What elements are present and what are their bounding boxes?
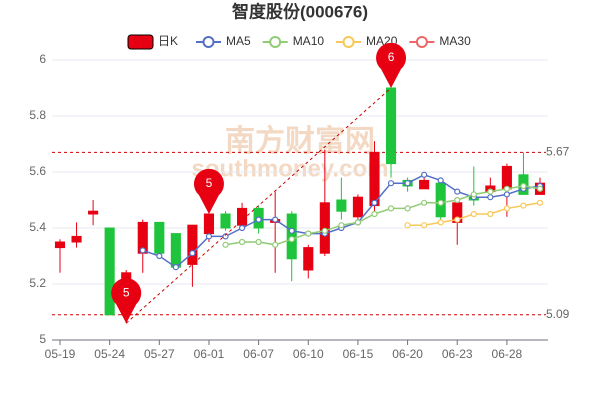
ma-point (404, 222, 411, 229)
ma-point (288, 227, 295, 234)
ma-point (421, 222, 428, 229)
y-tick-label: 6 (39, 52, 46, 66)
legend-icon (415, 36, 428, 48)
legend-icon (127, 34, 154, 50)
x-tick-label: 05-27 (144, 347, 175, 361)
ma-point (503, 191, 510, 198)
chart-title: 智度股份(000676) (232, 1, 368, 21)
y-tick-label: 5.8 (29, 108, 46, 122)
legend-label: MA10 (293, 34, 325, 48)
ma-point (487, 188, 494, 195)
ma-point (487, 210, 494, 218)
y-tick-label: 5.2 (29, 276, 46, 290)
marker-label: 6 (388, 50, 395, 64)
candle-body (154, 221, 165, 254)
ma-point (421, 171, 428, 178)
marker-pin (193, 168, 224, 214)
ma-point (470, 191, 477, 198)
ma-point (387, 205, 395, 212)
candle-body (336, 199, 347, 212)
x-tick-label: 06-20 (392, 347, 423, 361)
ma-point (172, 264, 179, 271)
candle-body (71, 235, 82, 243)
ma-point (238, 238, 246, 246)
legend-label: MA30 (439, 34, 471, 48)
candle-body (220, 213, 231, 229)
candle-body (369, 151, 380, 207)
candle-body (501, 165, 512, 190)
ma-point (354, 219, 362, 226)
x-tick-label: 06-23 (442, 347, 473, 361)
candle-body (187, 224, 198, 265)
ma-point (404, 180, 411, 187)
ma-point (305, 230, 312, 237)
x-tick-label: 06-10 (293, 347, 324, 361)
ma-point (156, 252, 163, 260)
x-tick-label: 05-24 (94, 347, 125, 361)
ma-point (255, 238, 262, 246)
ma-point (371, 199, 378, 206)
ma-point (520, 182, 527, 190)
legend-label: 日K (158, 34, 178, 48)
ma-point (189, 250, 196, 257)
y-tick-label: 5 (39, 332, 46, 346)
ma-point (272, 216, 279, 223)
ma-point (437, 199, 444, 206)
ma-point (272, 241, 279, 248)
candle-body (104, 227, 115, 316)
ma-point (470, 210, 477, 218)
ma-point (454, 216, 461, 223)
marker-label: 5 (123, 285, 130, 299)
y-tick-label: 5.6 (29, 164, 46, 178)
ma-point (238, 224, 246, 232)
ma-point (503, 185, 510, 192)
legend-icon (342, 36, 355, 48)
candle-body (303, 247, 314, 271)
marker-pin (376, 42, 407, 88)
x-tick-label: 06-15 (343, 347, 374, 361)
ma-point (437, 219, 444, 226)
ma-point (520, 202, 527, 209)
candle-body (88, 210, 99, 215)
ma-point (222, 241, 229, 248)
ma-point (222, 233, 229, 240)
ma-point (536, 199, 544, 206)
legend-icon (269, 36, 282, 48)
marker-pin (111, 278, 142, 324)
ma-point (387, 180, 395, 187)
ma-point (205, 233, 213, 240)
ma-point (139, 247, 146, 254)
ma-point (321, 227, 328, 234)
ma-point (338, 222, 345, 229)
ma-point (371, 210, 378, 218)
x-tick-label: 06-01 (194, 347, 225, 361)
candle-body (54, 241, 66, 249)
ma-point (454, 188, 461, 195)
ma-point (437, 177, 444, 184)
candle-body (203, 213, 215, 235)
reference-label: 5.09 (546, 307, 570, 321)
x-tick-label: 05-19 (45, 347, 76, 361)
ma-point (421, 199, 428, 206)
ma-point (487, 194, 494, 201)
ma-point (288, 236, 295, 243)
marker-label: 5 (206, 176, 213, 190)
ma-point (454, 196, 461, 204)
legend-icon (202, 36, 215, 48)
x-tick-label: 06-28 (492, 347, 523, 361)
ma-point (255, 216, 262, 223)
y-tick-label: 5.4 (29, 220, 46, 234)
candle-body (352, 196, 363, 218)
candle-body (170, 233, 181, 268)
reference-label: 5.67 (546, 145, 570, 159)
x-tick-label: 06-07 (243, 347, 274, 361)
candle-body (385, 87, 397, 165)
ma-point (404, 205, 411, 212)
legend-label: MA5 (226, 34, 251, 48)
candle-body (419, 179, 430, 190)
ma-point (536, 185, 544, 192)
ma-point (503, 205, 510, 212)
trend-line (125, 87, 392, 324)
